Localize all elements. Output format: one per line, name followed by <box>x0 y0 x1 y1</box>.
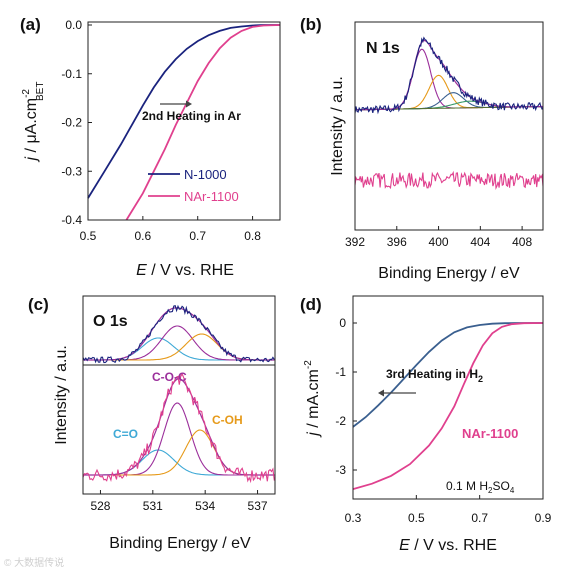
panel-a-line-nar1100 <box>125 24 281 221</box>
panel-d-xtick-label: 0.9 <box>535 511 552 525</box>
panel-b-fit-pyrrolic <box>355 74 543 111</box>
panel-a-xlabel: E / V vs. RHE <box>136 262 234 279</box>
panel-a-ylabel: j / μA.cm-2 BET <box>21 82 46 163</box>
panel-a-xtick-label: 0.8 <box>244 229 261 243</box>
panel-a-line-n1000 <box>87 24 280 199</box>
panel-b-fit-pyridinic <box>355 48 543 111</box>
panel-d-xtick-label: 0.7 <box>471 511 488 525</box>
panel-a-label: (a) <box>20 15 41 34</box>
panel-b-data-n1000 <box>354 36 544 115</box>
panel-b: (b) 392 396 400 404 408 N 1s Binding Energy … <box>300 15 544 282</box>
panel-d-ytick-label: -2 <box>335 414 346 428</box>
panel-d-xlabel: E / V vs. RHE <box>399 537 497 554</box>
panel-c-top-fit-C-O-C <box>83 325 275 361</box>
panel-a-annotation: 2nd Heating in Ar <box>142 109 241 123</box>
panel-a-ytick-label: 0.0 <box>65 18 82 32</box>
panel-d-ytick-label: -1 <box>335 365 346 379</box>
panel-c-xtick-label: 537 <box>248 499 268 513</box>
panel-b-xtick-label: 404 <box>470 235 490 249</box>
panel-d-xtick-label: 0.5 <box>408 511 425 525</box>
panel-c: (c) 528 531 534 537 O 1s C-O-C C=O C-OH Bin… <box>28 295 276 552</box>
panel-a-xtick-label: 0.5 <box>80 229 97 243</box>
panel-a-legend-nar1100: NAr-1100 <box>184 189 239 204</box>
panel-a-ytick-label: -0.1 <box>61 67 82 81</box>
panel-c-ylabel: Intensity / a.u. <box>53 345 70 445</box>
panel-a-ytick-label: -0.2 <box>61 116 82 130</box>
panel-b-xtick-label: 408 <box>512 235 532 249</box>
panel-a-frame <box>87 21 281 221</box>
panel-a-ytick-label: -0.4 <box>61 213 82 227</box>
watermark: © 大数据传说 <box>4 556 64 569</box>
panel-c-bottom-fit-C=O <box>83 449 275 476</box>
panel-c-bottom-data <box>82 372 275 484</box>
panel-b-xtick-label: 396 <box>387 235 407 249</box>
panel-c-xtick-label: 534 <box>195 499 215 513</box>
panel-c-top-data <box>82 304 275 364</box>
panel-a-ytick-label: -0.3 <box>61 164 82 178</box>
panel-c-top-fit-C=O <box>83 337 275 361</box>
panel-b-label: (b) <box>300 15 322 34</box>
panel-a: (a) 0.5 0.6 0.7 0.8 0.0 -0.1 -0.2 -0.3 -0.4 2nd … <box>20 15 281 279</box>
panel-c-label-coc: C-O-C <box>152 370 187 384</box>
panel-d-frame <box>352 295 544 500</box>
panel-d-annotation: 3rd Heating in H2 <box>386 367 483 384</box>
panel-a-legend-n1000: N-1000 <box>184 167 227 182</box>
panel-b-frame <box>354 21 544 231</box>
panel-d-arrow-head <box>378 389 384 397</box>
panel-d-line-nar1100 <box>352 322 544 490</box>
panel-a-xtick-label: 0.6 <box>135 229 152 243</box>
panel-c-label-co: C=O <box>113 427 138 441</box>
panel-d-electrolyte: 0.1 M H2SO4 <box>446 479 515 495</box>
panel-a-xtick-label: 0.7 <box>189 229 206 243</box>
panel-d-xtick-label: 0.3 <box>345 511 362 525</box>
panel-b-ylabel: Intensity / a.u. <box>329 76 346 176</box>
panel-d-ylabel: j / mA.cm-2 <box>303 360 322 438</box>
panel-d-ytick-label: -3 <box>335 463 346 477</box>
panel-c-title: O 1s <box>93 313 128 330</box>
panel-b-data-nar1100 <box>354 170 544 190</box>
panel-c-top-fit-C-OH <box>83 333 275 361</box>
panel-c-label: (c) <box>28 295 49 314</box>
panel-b-title: N 1s <box>366 40 400 57</box>
panel-c-xtick-label: 528 <box>90 499 110 513</box>
panel-b-xtick-label: 400 <box>429 235 449 249</box>
panel-d-series-label: NAr-1100 <box>462 426 518 441</box>
panel-c-xlabel: Binding Energy / eV <box>109 535 251 552</box>
panel-d-ytick-label: 0 <box>339 316 346 330</box>
panel-d-label: (d) <box>300 295 322 314</box>
panel-c-label-coh: C-OH <box>212 413 243 427</box>
panel-c-frame <box>82 295 276 495</box>
panel-b-xlabel: Binding Energy / eV <box>378 265 520 282</box>
panel-d: (d) 0.3 0.5 0.7 0.9 0 -1 -2 -3 3rd Heating in H… <box>300 295 552 554</box>
panel-c-bottom-fit-C-OH <box>83 429 275 476</box>
panel-c-xtick-label: 531 <box>143 499 163 513</box>
panel-b-xtick-label: 392 <box>345 235 365 249</box>
panel-a-arrow-head <box>186 100 192 108</box>
panel-d-line-steel <box>352 322 543 428</box>
